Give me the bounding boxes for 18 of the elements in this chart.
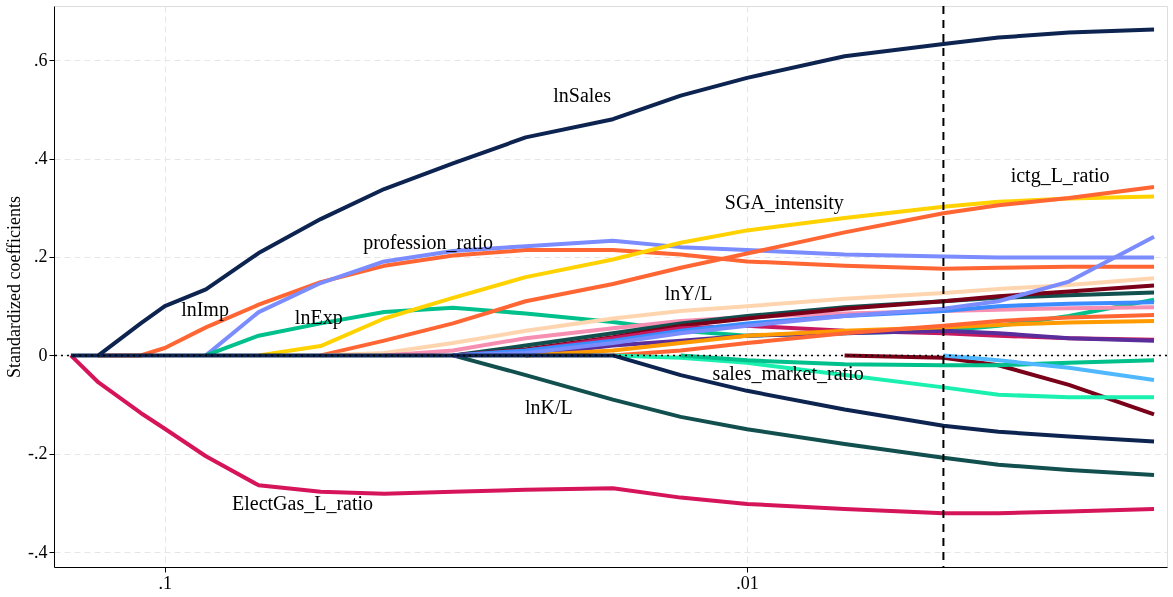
series-label: profession_ratio: [363, 230, 494, 254]
series-label: SGA_intensity: [724, 190, 844, 214]
series-label: ictg_L_ratio: [1010, 163, 1110, 187]
x-tick-label: .1: [158, 572, 173, 593]
y-tick-label: 0: [38, 344, 48, 365]
y-axis-title: Standardized coefficients: [4, 195, 25, 379]
y-tick-label: -.4: [28, 541, 48, 562]
series-label: lnK/L: [524, 396, 573, 419]
series-label: lnExp: [294, 306, 343, 330]
y-tick-label: .4: [34, 148, 48, 169]
y-tick-label: -.2: [28, 443, 48, 464]
series-label: lnSales: [553, 83, 612, 106]
x-tick-label: .01: [736, 572, 759, 593]
y-tick-label: .6: [34, 49, 48, 70]
series-label: ElectGas_L_ratio: [232, 492, 374, 515]
y-tick-label: .2: [34, 246, 48, 267]
series-label: lnY/L: [664, 282, 713, 305]
series-label: lnImp: [181, 298, 229, 322]
